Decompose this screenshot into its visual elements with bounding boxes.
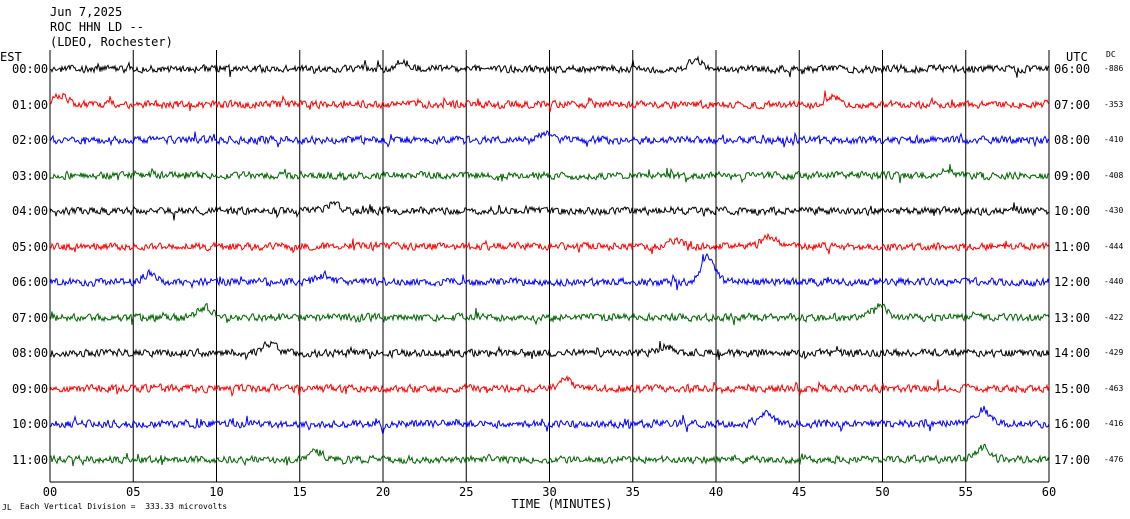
utc-hour-label: 14:00	[1054, 346, 1091, 360]
dc-offset-label: -353	[1104, 99, 1124, 109]
trace-line	[49, 302, 1050, 326]
x-tick-label: 15	[293, 485, 307, 499]
x-tick-label: 00	[43, 485, 57, 499]
trace-line	[49, 200, 1050, 221]
dc-offset-label: -444	[1104, 241, 1124, 251]
trace-line	[49, 232, 1050, 255]
dc-offset-label: -422	[1104, 312, 1124, 322]
utc-hour-label: 15:00	[1054, 381, 1091, 396]
dc-offset-label: -886	[1104, 64, 1124, 73]
right-timezone-label: UTC	[1066, 50, 1088, 64]
x-axis-label: TIME (MINUTES)	[511, 497, 612, 511]
x-tick-label: 60	[1042, 485, 1056, 499]
x-tick-label: 45	[792, 485, 806, 499]
trace-line	[49, 252, 1050, 291]
plot-date: Jun 7,2025	[50, 5, 123, 19]
left-timezone-label: EST	[0, 50, 22, 64]
est-hour-label: 09:00	[12, 381, 49, 396]
x-tick-label: 30	[542, 485, 556, 499]
dc-offset-label: -463	[1104, 383, 1124, 393]
trace-line	[49, 374, 1050, 398]
dc-offset-label: -410	[1104, 135, 1124, 144]
x-axis-ticks: 00 05 10 15 20 25 30 35 40 45 50 55 60	[43, 485, 1056, 499]
utc-hour-label: 07:00	[1054, 97, 1091, 112]
dc-offset-label: -430	[1104, 206, 1124, 215]
dc-offset-label: -408	[1104, 170, 1124, 180]
x-tick-label: 35	[626, 485, 640, 499]
x-tick-label: 50	[875, 485, 889, 499]
est-hour-label: 06:00	[12, 275, 49, 289]
dc-offset-label: -416	[1104, 419, 1124, 428]
utc-hour-label: 11:00	[1054, 239, 1091, 254]
dc-offset-label: -429	[1104, 348, 1124, 357]
trace-line	[49, 55, 1050, 78]
trace-line	[49, 405, 1050, 435]
network-name: (LDEO, Rochester)	[50, 35, 173, 49]
x-tick-label: 20	[376, 485, 390, 499]
utc-hour-label: 10:00	[1054, 204, 1091, 218]
x-tick-label: 55	[959, 485, 973, 499]
dc-offset-label: -476	[1104, 454, 1124, 464]
station-code: ROC HHN LD --	[50, 20, 144, 34]
est-hour-label: 10:00	[12, 417, 49, 431]
x-tick-label: 25	[459, 485, 473, 499]
utc-hour-label: 17:00	[1054, 452, 1091, 467]
trace-line	[49, 90, 1050, 113]
x-tick-label: 40	[709, 485, 723, 499]
utc-hour-label: 16:00	[1054, 417, 1091, 431]
footnote-marker: JL	[2, 503, 12, 512]
utc-hour-label: 08:00	[1054, 133, 1091, 147]
trace-line	[49, 164, 1049, 184]
est-hour-label: 02:00	[12, 133, 49, 147]
est-hour-label: 07:00	[12, 310, 49, 325]
utc-hour-label: 06:00	[1054, 62, 1091, 76]
dc-offset-label: -440	[1104, 277, 1124, 286]
scale-footnote: Each Vertical Division = 333.33 microvol…	[20, 502, 228, 511]
vertical-grid	[132, 50, 967, 482]
est-hour-label: 03:00	[12, 168, 49, 183]
est-hour-label: 01:00	[12, 97, 49, 112]
est-hour-label: 04:00	[12, 204, 49, 218]
seismic-traces	[49, 55, 1050, 467]
utc-hour-label: 12:00	[1054, 275, 1091, 289]
trace-line	[49, 340, 1050, 361]
utc-hour-label: 09:00	[1054, 168, 1091, 183]
utc-hour-label: 13:00	[1054, 310, 1091, 325]
x-tick-label: 10	[209, 485, 223, 499]
est-hour-label: 08:00	[12, 346, 49, 360]
x-tick-label: 05	[126, 485, 140, 499]
dc-header-label: DC	[1106, 50, 1116, 59]
trace-line	[49, 129, 1050, 148]
est-hour-label: 00:00	[12, 62, 49, 76]
est-hour-label: 05:00	[12, 239, 49, 254]
est-hour-label: 11:00	[12, 452, 49, 467]
trace-line	[49, 443, 1050, 467]
